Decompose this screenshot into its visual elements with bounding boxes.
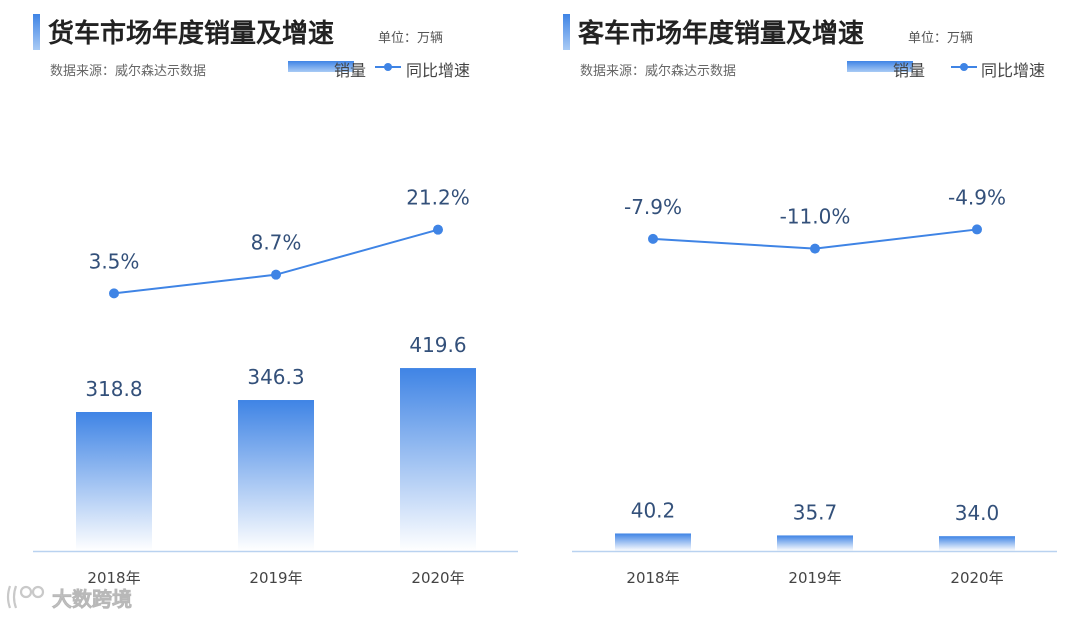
bar-value-label-0: 318.8 [85,377,142,401]
bar-0 [615,533,691,551]
watermark-text: 大数跨境 [52,587,132,611]
growth-point-0 [648,233,658,244]
unit-label: 单位：万辆 [378,31,444,46]
chart-title: 客车市场年度销量及增速 [578,19,865,49]
legend-line-swatch [375,63,401,71]
growth-point-2 [972,224,982,235]
bar-value-label-0: 40.2 [631,498,676,522]
legend-line-label: 同比增速 [981,61,1046,80]
bar-1 [777,535,853,551]
title-accent-bar [33,14,40,50]
bar-2 [939,536,1015,551]
category-label-1: 2019年 [249,569,302,587]
growth-point-1 [810,243,820,254]
category-label-2: 2020年 [950,569,1003,587]
growth-label-2: -4.9% [948,185,1006,209]
growth-label-2: 21.2% [406,186,470,210]
watermark-logo: 大数跨境 [6,585,132,611]
bar-value-label-1: 346.3 [247,365,304,389]
bar-1 [238,400,314,551]
category-label-0: 2018年 [626,569,679,587]
bar-value-label-1: 35.7 [793,500,838,524]
source-label: 数据来源：威尔森达示数据 [580,64,737,79]
category-label-1: 2019年 [788,569,841,587]
category-label-0: 2018年 [87,569,140,587]
growth-point-1 [271,269,281,280]
legend-bar-swatch [288,61,354,72]
unit-label: 单位：万辆 [908,31,974,46]
truck-chart-plot: 318.8 2018年 346.3 2019年 419.6 2020年 3.5% 8.7% 21… [33,186,518,587]
bus-chart-panel: 客车市场年度销量及增速 单位：万辆 数据来源：威尔森达示数据 销量 同比增速 4… [545,0,1075,617]
growth-label-1: 8.7% [251,231,302,255]
growth-point-0 [109,288,119,299]
growth-label-1: -11.0% [780,205,851,229]
growth-label-0: 3.5% [89,249,140,273]
bar-value-label-2: 34.0 [955,501,1000,525]
growth-point-2 [433,224,443,235]
chart-title: 货车市场年度销量及增速 [48,19,335,49]
title-accent-bar [563,14,570,50]
bus-chart-plot: 40.2 2018年 35.7 2019年 34.0 2020年 -7.9% -11.0% -4… [572,185,1057,587]
legend-line-swatch [951,63,977,71]
bar-value-label-2: 419.6 [409,333,466,357]
source-label: 数据来源：威尔森达示数据 [50,64,207,79]
bar-0 [76,412,152,551]
legend-line-label: 同比增速 [406,61,471,80]
category-label-2: 2020年 [411,569,464,587]
truck-chart-panel: 货车市场年度销量及增速 单位：万辆 数据来源：威尔森达示数据 销量 同比增速 3… [0,0,530,617]
bar-2 [400,368,476,551]
legend-bar-label: 销量 [334,61,367,80]
legend-bar-label: 销量 [893,61,926,80]
legend-bar-swatch [847,61,913,72]
growth-label-0: -7.9% [624,195,682,219]
